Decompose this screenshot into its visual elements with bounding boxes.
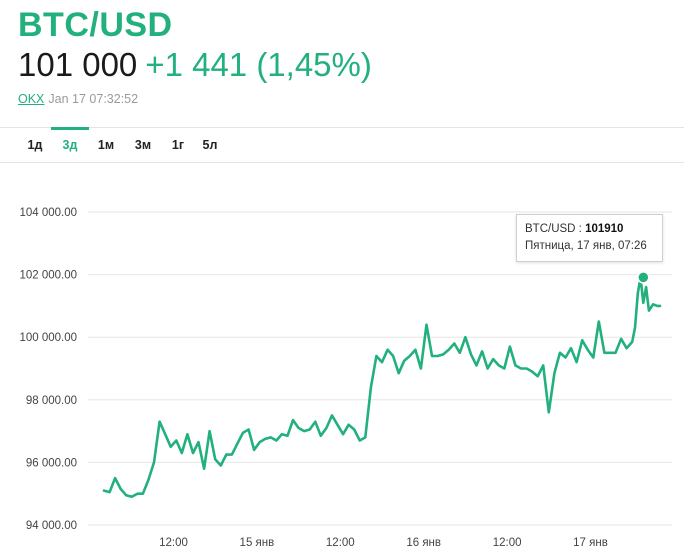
y-tick-label: 96 000.00 [26,457,77,469]
tooltip-separator: : [575,223,586,235]
tooltip-line-1: BTC/USD : 101910 [525,221,654,238]
chart-tooltip: BTC/USD : 101910 Пятница, 17 янв, 07:26 [516,214,663,262]
tooltip-date: Пятница, 17 янв, 07:26 [525,240,647,252]
price-row: 101 000 +1 441 (1,45%) [18,46,372,84]
x-axis: 12:00 15 янв 12:00 16 янв 12:00 17 янв [159,537,608,549]
page-title: BTC/USD [18,6,173,44]
quote-meta: OKX Jan 17 07:32:52 [18,92,138,106]
x-tick-label: 12:00 [326,537,355,549]
quote-timestamp: Jan 17 07:32:52 [48,92,139,106]
x-tick-label: 16 янв [406,537,441,549]
period-tabs: 1д 3д 1м 3м 1г 5л [0,127,684,163]
y-tick-label: 100 000.00 [19,332,77,344]
tab-3d[interactable]: 3д [51,127,89,162]
x-tick-label: 17 янв [573,537,608,549]
tab-1m[interactable]: 1м [97,138,115,152]
price-series-line [102,276,662,499]
tab-5y[interactable]: 5л [202,138,218,152]
y-axis: 94 000.00 96 000.00 98 000.00 100 000.00 102… [19,207,77,532]
highlight-point[interactable] [637,271,650,284]
tooltip-series: BTC/USD [525,223,576,235]
y-tick-label: 98 000.00 [26,395,77,407]
price-change: +1 441 (1,45%) [145,46,372,83]
x-tick-label: 15 янв [240,537,275,549]
y-tick-label: 94 000.00 [26,520,77,532]
tab-1y[interactable]: 1г [171,138,185,152]
y-tick-label: 104 000.00 [19,207,77,219]
tab-3m[interactable]: 3м [134,138,152,152]
current-price: 101 000 [18,46,138,83]
x-tick-label: 12:00 [159,537,188,549]
exchange-link[interactable]: OKX [18,92,45,106]
tooltip-value: 101910 [585,223,624,235]
chart-grid [88,211,672,526]
price-chart: 94 000.00 96 000.00 98 000.00 100 000.00 102… [19,207,672,549]
x-tick-label: 12:00 [493,537,522,549]
tab-1d[interactable]: 1д [27,138,43,152]
y-tick-label: 102 000.00 [19,270,77,282]
